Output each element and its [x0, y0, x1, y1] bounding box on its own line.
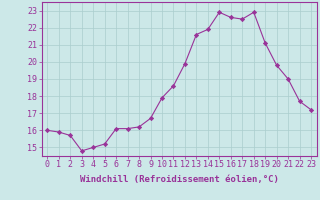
X-axis label: Windchill (Refroidissement éolien,°C): Windchill (Refroidissement éolien,°C) — [80, 175, 279, 184]
